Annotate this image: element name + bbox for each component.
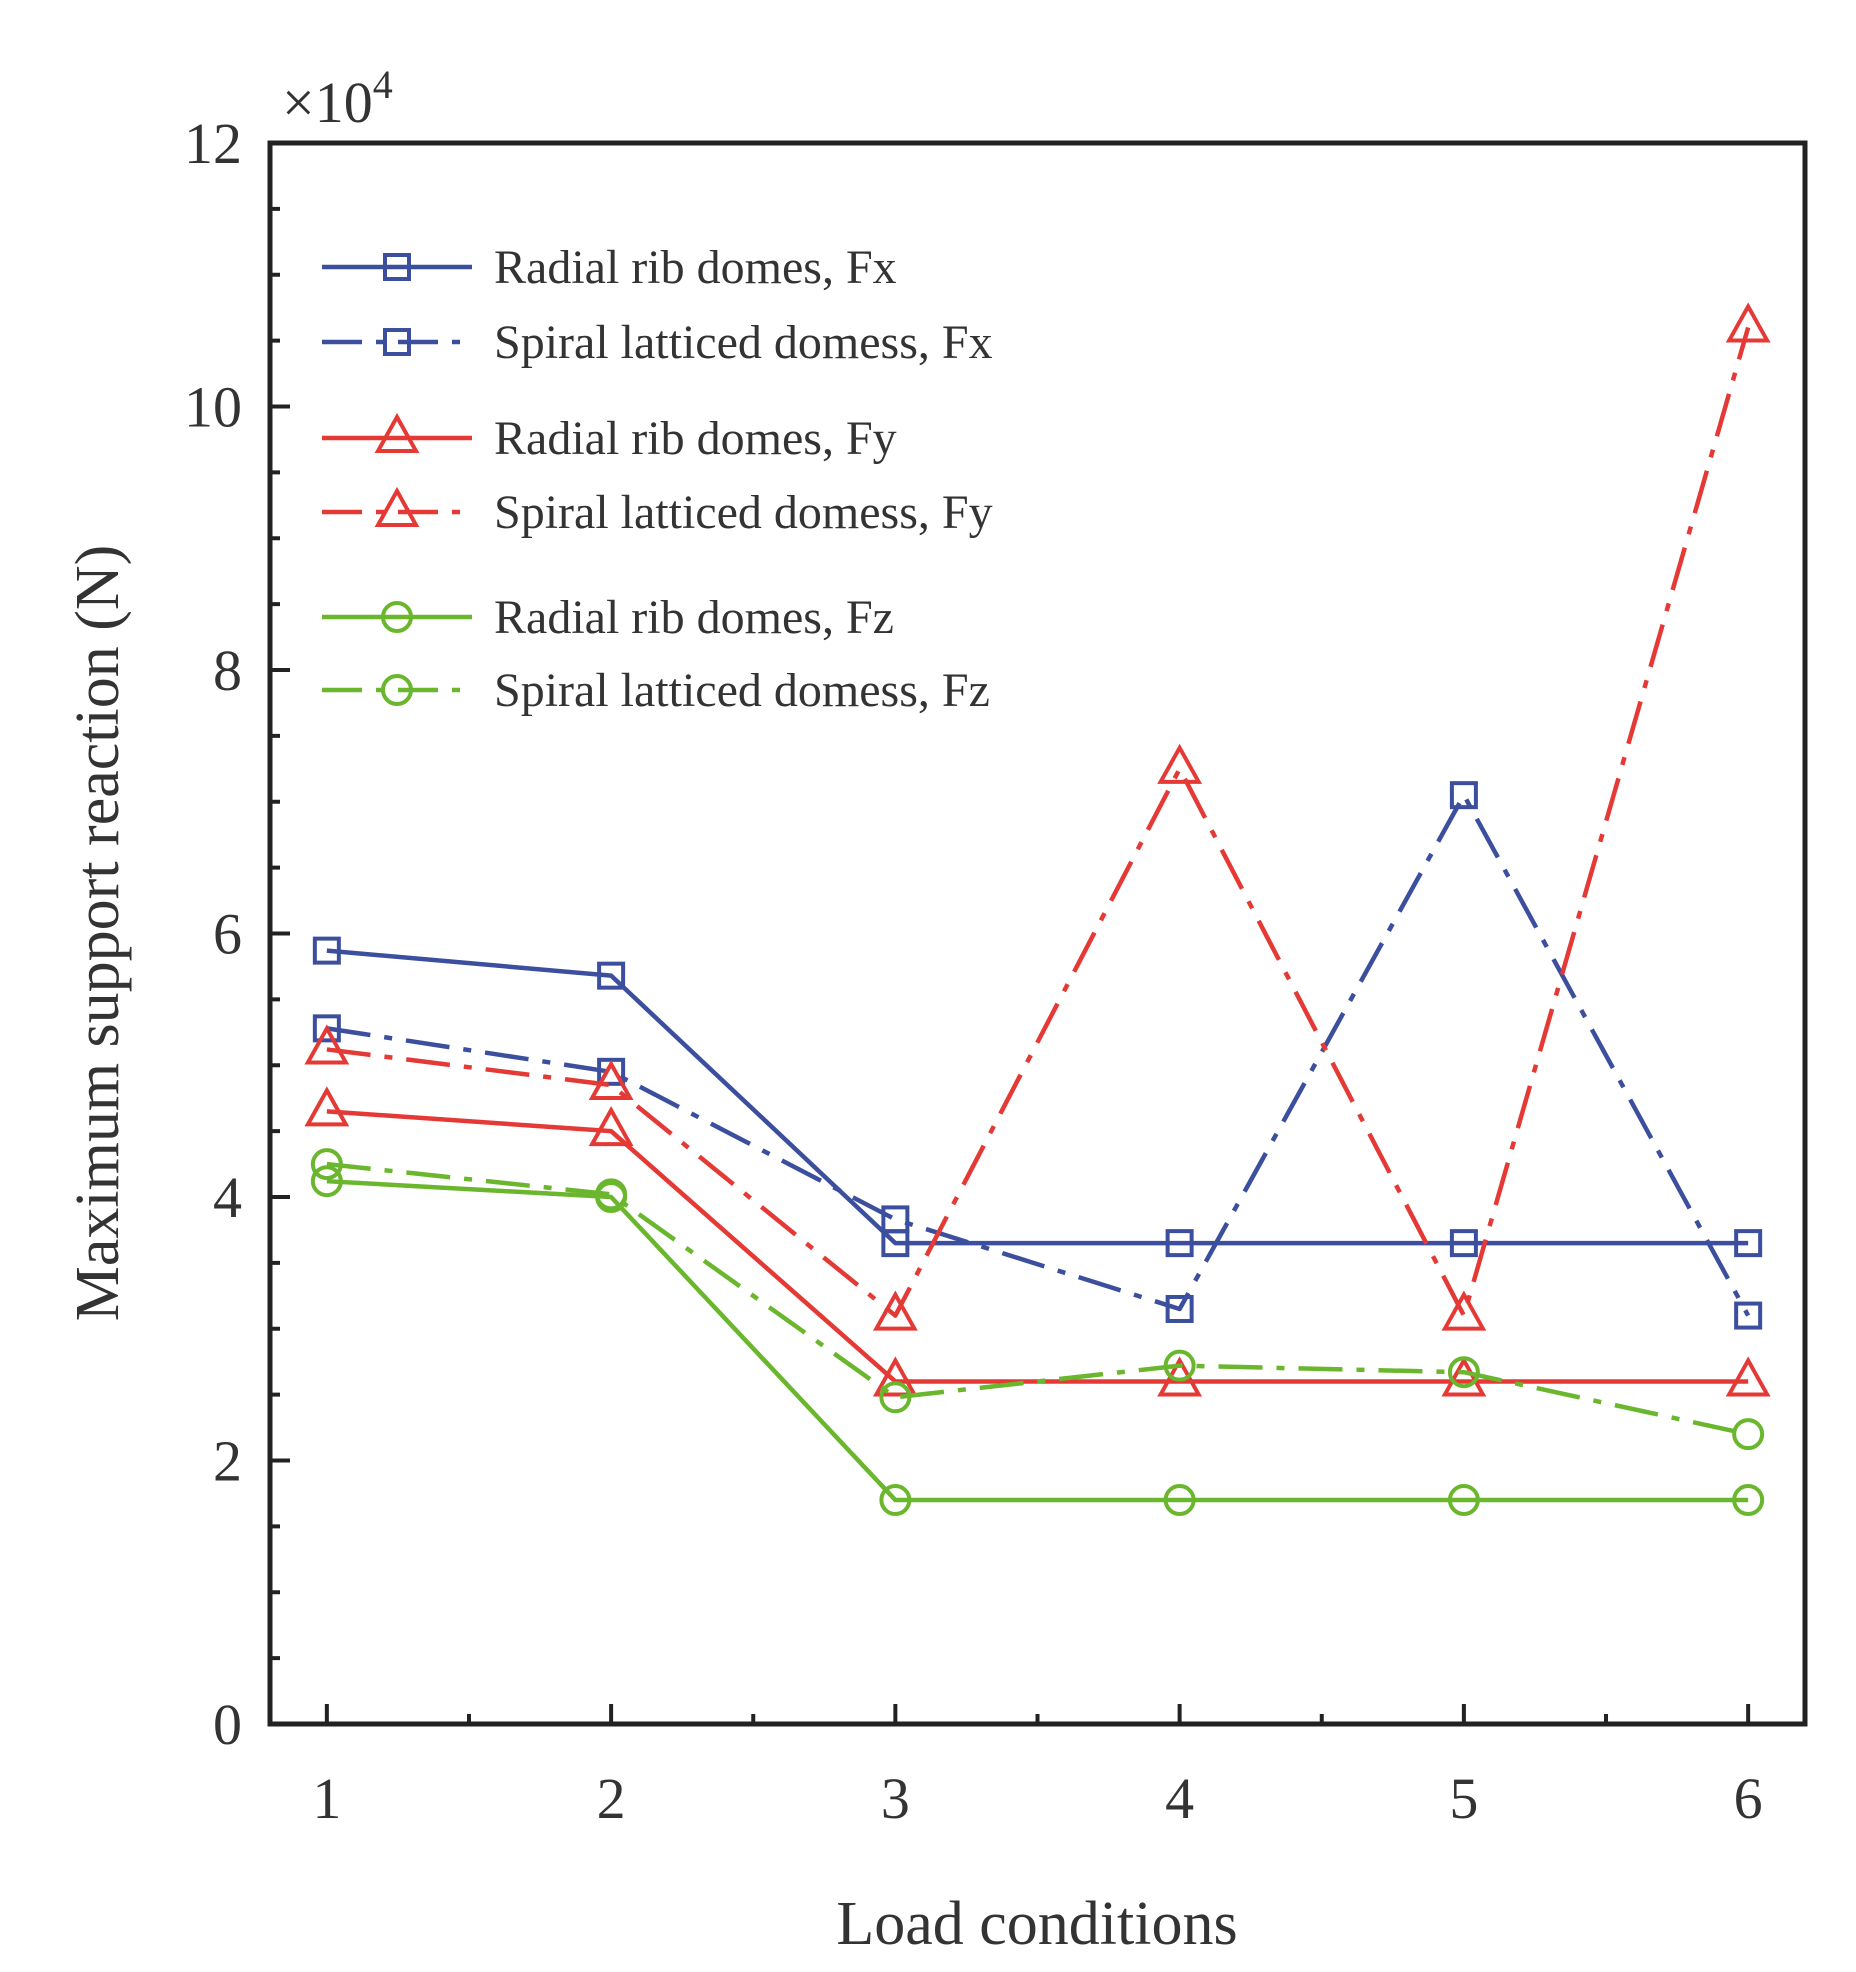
y-multiplier-base: ×10 — [282, 70, 373, 135]
legend: Radial rib domes, Fx Spiral latticed dome… — [322, 241, 993, 717]
data-point — [872, 1290, 918, 1331]
legend-item: Spiral latticed domess, Fy — [322, 486, 993, 539]
legend-label: Spiral latticed domess, Fx — [494, 316, 993, 369]
series-line — [326, 948, 1749, 1246]
data-point — [310, 1148, 343, 1181]
data-point — [1441, 1356, 1487, 1397]
legend-item: Radial rib domes, Fy — [322, 412, 897, 465]
y-tick-label: 0 — [213, 1692, 242, 1757]
legend-marker — [374, 486, 420, 527]
y-tick-label: 10 — [184, 375, 242, 440]
data-point — [1163, 1349, 1196, 1382]
series-line — [326, 1161, 1749, 1437]
legend-marker — [374, 412, 420, 453]
series-2 — [312, 781, 1763, 1330]
y-tick-label: 2 — [213, 1429, 242, 1494]
y-multiplier: ×104 — [282, 62, 393, 135]
data-point — [1447, 1356, 1480, 1389]
legend-item: Radial rib domes, Fx — [322, 241, 897, 294]
series-line — [326, 1178, 1749, 1503]
axis-ticks — [270, 141, 1751, 1726]
data-point — [597, 1057, 626, 1086]
series-1 — [312, 936, 1763, 1258]
data-point — [1447, 1484, 1480, 1517]
y-axis-title: Maximum support reaction (N) — [64, 545, 132, 1322]
data-point — [879, 1381, 912, 1414]
data-point — [1732, 1418, 1765, 1451]
data-point — [879, 1484, 912, 1517]
data-point — [1734, 1301, 1763, 1330]
series-line — [326, 1109, 1749, 1384]
data-point — [597, 961, 626, 990]
data-point — [1157, 743, 1203, 784]
data-point — [1449, 1229, 1478, 1258]
data-point — [1725, 302, 1771, 343]
legend-marker — [383, 253, 411, 281]
x-tick-label: 1 — [312, 1766, 341, 1831]
legend-marker — [381, 601, 413, 633]
data-point — [1734, 1229, 1763, 1258]
data-point — [1725, 1356, 1771, 1397]
data-point — [1165, 1294, 1194, 1323]
data-point — [1165, 1229, 1194, 1258]
y-tick-label: 6 — [213, 902, 242, 967]
series-line — [326, 792, 1751, 1317]
y-multiplier-exponent: 4 — [373, 62, 393, 107]
x-tick-label: 5 — [1449, 1766, 1478, 1831]
data-point — [310, 1165, 343, 1198]
data-point — [304, 1086, 350, 1127]
data-point — [588, 1059, 634, 1101]
data-point — [304, 1024, 350, 1065]
legend-marker — [381, 674, 413, 706]
data-point — [588, 1106, 634, 1147]
data-point — [595, 1178, 628, 1211]
x-tick-label: 3 — [881, 1766, 910, 1831]
data-point — [881, 1205, 910, 1234]
y-tick-label: 12 — [184, 111, 242, 176]
legend-item: Spiral latticed domess, Fz — [322, 664, 990, 717]
legend-marker — [383, 328, 411, 356]
legend-item: Spiral latticed domess, Fx — [322, 316, 993, 369]
data-point — [312, 1014, 341, 1043]
x-tick-label: 4 — [1165, 1766, 1194, 1831]
legend-item: Radial rib domes, Fz — [322, 591, 894, 644]
plot-series — [304, 302, 1771, 1517]
data-point — [1449, 781, 1478, 810]
data-point — [1732, 1484, 1765, 1517]
data-point — [872, 1356, 918, 1397]
data-point — [1163, 1484, 1196, 1517]
series-6 — [310, 1148, 1765, 1451]
legend-label: Spiral latticed domess, Fy — [494, 486, 993, 539]
y-tick-label: 8 — [213, 638, 242, 703]
data-point — [1441, 1290, 1487, 1331]
legend-label: Radial rib domes, Fx — [494, 241, 897, 294]
series-4 — [304, 302, 1771, 1331]
y-tick-label: 4 — [213, 1165, 242, 1230]
legend-label: Radial rib domes, Fz — [494, 591, 894, 644]
x-axis-title: Load conditions — [836, 1890, 1237, 1958]
legend-label: Radial rib domes, Fy — [494, 412, 897, 465]
series-line — [326, 326, 1751, 1318]
series-5 — [310, 1165, 1765, 1517]
data-point — [312, 936, 341, 965]
x-tick-label: 6 — [1734, 1766, 1763, 1831]
x-tick-label: 2 — [597, 1766, 626, 1831]
legend-label: Spiral latticed domess, Fz — [494, 664, 990, 717]
